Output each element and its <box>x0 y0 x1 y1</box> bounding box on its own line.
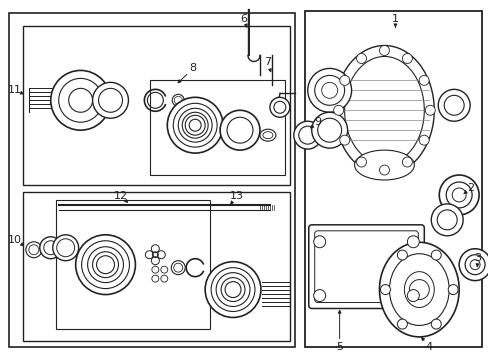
Text: 13: 13 <box>229 191 244 201</box>
Polygon shape <box>9 13 294 347</box>
Text: 10: 10 <box>8 235 22 245</box>
Circle shape <box>313 236 325 248</box>
Text: 7: 7 <box>264 58 271 67</box>
Circle shape <box>407 236 419 248</box>
Ellipse shape <box>334 45 433 175</box>
Circle shape <box>269 97 289 117</box>
Polygon shape <box>150 80 285 175</box>
Circle shape <box>293 121 321 149</box>
Text: 11: 11 <box>8 85 22 95</box>
Text: 2: 2 <box>467 183 474 193</box>
Ellipse shape <box>379 242 458 337</box>
Circle shape <box>53 235 79 261</box>
Circle shape <box>437 89 469 121</box>
Text: 4: 4 <box>425 342 432 352</box>
Ellipse shape <box>354 150 413 180</box>
Circle shape <box>26 242 41 258</box>
Text: 3: 3 <box>474 253 481 263</box>
Circle shape <box>379 45 388 55</box>
Circle shape <box>379 165 388 175</box>
Circle shape <box>313 289 325 302</box>
Circle shape <box>407 289 419 302</box>
Circle shape <box>220 110 260 150</box>
Circle shape <box>339 75 349 85</box>
Circle shape <box>397 250 407 260</box>
Circle shape <box>339 135 349 145</box>
Circle shape <box>430 204 462 236</box>
Text: 9: 9 <box>313 117 321 127</box>
Circle shape <box>356 54 366 63</box>
Circle shape <box>447 285 457 294</box>
Circle shape <box>92 82 128 118</box>
Circle shape <box>205 262 261 318</box>
Circle shape <box>380 285 389 294</box>
Circle shape <box>438 175 478 215</box>
Text: 6: 6 <box>240 14 247 24</box>
Circle shape <box>425 105 434 115</box>
Circle shape <box>76 235 135 294</box>
Circle shape <box>430 319 440 329</box>
Text: 12: 12 <box>113 191 127 201</box>
Text: 1: 1 <box>391 14 398 24</box>
Circle shape <box>458 249 488 280</box>
Polygon shape <box>56 200 210 329</box>
Circle shape <box>167 97 223 153</box>
Circle shape <box>430 250 440 260</box>
Circle shape <box>311 112 347 148</box>
FancyBboxPatch shape <box>308 225 424 309</box>
Circle shape <box>402 54 411 63</box>
Circle shape <box>307 68 351 112</box>
Circle shape <box>397 319 407 329</box>
Text: 5: 5 <box>335 342 343 352</box>
Circle shape <box>418 75 428 85</box>
Circle shape <box>356 157 366 167</box>
Bar <box>304 11 481 347</box>
Circle shape <box>51 71 110 130</box>
Circle shape <box>40 237 61 259</box>
Text: 8: 8 <box>189 63 196 73</box>
Circle shape <box>171 261 185 275</box>
Circle shape <box>333 105 343 115</box>
Polygon shape <box>23 26 289 185</box>
Polygon shape <box>23 192 289 341</box>
Circle shape <box>402 157 411 167</box>
Circle shape <box>418 135 428 145</box>
